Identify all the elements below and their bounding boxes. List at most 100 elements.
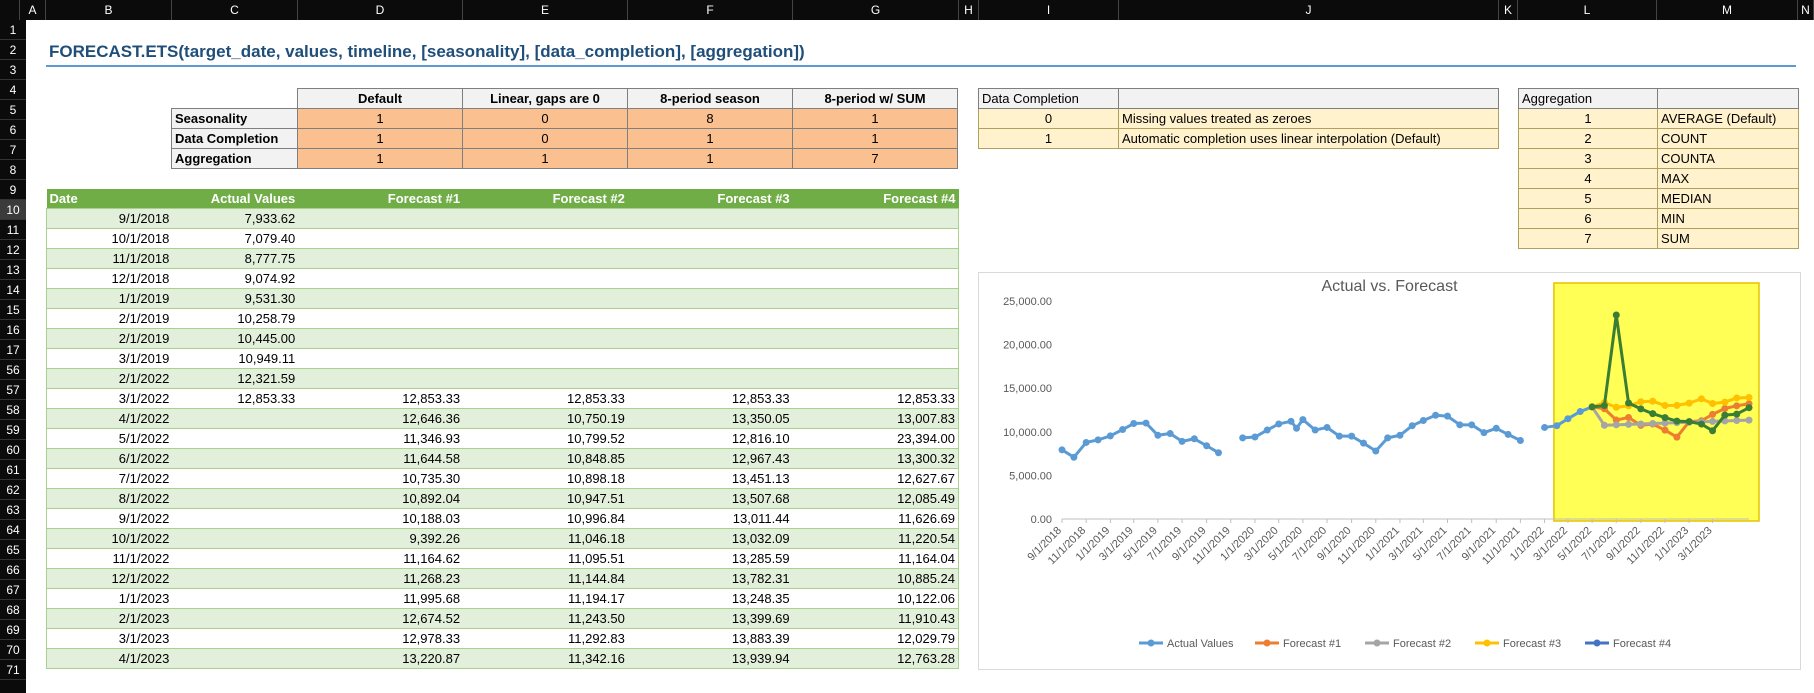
table-cell[interactable] — [298, 208, 464, 229]
table-cell[interactable]: 2/1/2019 — [46, 308, 173, 329]
table-cell[interactable] — [463, 308, 628, 329]
table-cell[interactable] — [463, 288, 628, 309]
ref-text-cell[interactable]: Automatic completion uses linear interpo… — [1118, 128, 1499, 149]
table-cell[interactable]: 13,300.32 — [792, 448, 959, 469]
table-cell[interactable]: 11,626.69 — [792, 508, 959, 529]
column-header-m[interactable]: M — [1657, 0, 1798, 20]
table-cell[interactable] — [627, 308, 793, 329]
ref-code-cell[interactable]: 5 — [1518, 188, 1658, 209]
table-cell[interactable] — [172, 508, 299, 529]
table-cell[interactable]: 12,967.43 — [627, 448, 793, 469]
row-header-2[interactable]: 2 — [0, 40, 26, 60]
table-cell[interactable] — [627, 268, 793, 289]
column-header-n[interactable]: N — [1798, 0, 1814, 20]
row-header-57[interactable]: 57 — [0, 380, 26, 400]
table-cell[interactable] — [627, 348, 793, 369]
param-cell[interactable]: 1 — [792, 128, 958, 149]
param-label[interactable]: Seasonality — [171, 108, 298, 129]
row-header-16[interactable]: 16 — [0, 320, 26, 340]
table-cell[interactable]: 11,194.17 — [463, 588, 628, 609]
table-cell[interactable] — [463, 208, 628, 229]
table-cell[interactable]: 10,898.18 — [463, 468, 628, 489]
table-cell[interactable]: 6/1/2022 — [46, 448, 173, 469]
table-cell[interactable]: 13,399.69 — [627, 608, 793, 629]
ref-code-cell[interactable]: 7 — [1518, 228, 1658, 249]
table-cell[interactable] — [627, 248, 793, 269]
table-cell[interactable]: 12,978.33 — [298, 628, 464, 649]
table-cell[interactable]: 2/1/2023 — [46, 608, 173, 629]
column-header-e[interactable]: E — [463, 0, 628, 20]
column-header-b[interactable]: B — [46, 0, 172, 20]
data-header-forecast-2[interactable]: Forecast #2 — [463, 189, 628, 209]
row-header-67[interactable]: 67 — [0, 580, 26, 600]
ref-code-cell[interactable]: 0 — [978, 108, 1119, 129]
table-cell[interactable] — [463, 248, 628, 269]
table-cell[interactable]: 10,258.79 — [172, 308, 299, 329]
ref-text-cell[interactable]: COUNT — [1657, 128, 1799, 149]
table-cell[interactable]: 11,644.58 — [298, 448, 464, 469]
ref-code-cell[interactable]: 1 — [1518, 108, 1658, 129]
table-cell[interactable]: 13,248.35 — [627, 588, 793, 609]
table-cell[interactable] — [792, 288, 959, 309]
param-header[interactable]: Linear, gaps are 0 — [462, 88, 628, 109]
table-cell[interactable]: 5/1/2022 — [46, 428, 173, 449]
table-cell[interactable]: 10,996.84 — [463, 508, 628, 529]
data-header-forecast-1[interactable]: Forecast #1 — [298, 189, 464, 209]
table-cell[interactable]: 7,933.62 — [172, 208, 299, 229]
table-cell[interactable]: 10,735.30 — [298, 468, 464, 489]
table-cell[interactable]: 10,949.11 — [172, 348, 299, 369]
param-cell[interactable]: 0 — [462, 128, 628, 149]
table-cell[interactable]: 10,885.24 — [792, 568, 959, 589]
table-cell[interactable] — [463, 268, 628, 289]
table-cell[interactable]: 8/1/2022 — [46, 488, 173, 509]
param-cell[interactable]: 1 — [297, 108, 463, 129]
table-cell[interactable]: 12,853.33 — [172, 388, 299, 409]
ref-code-cell[interactable]: 1 — [978, 128, 1119, 149]
column-header-c[interactable]: C — [172, 0, 298, 20]
param-cell[interactable]: 1 — [297, 148, 463, 169]
table-cell[interactable]: 12,763.28 — [792, 648, 959, 669]
table-cell[interactable]: 12,321.59 — [172, 368, 299, 389]
table-cell[interactable] — [627, 328, 793, 349]
column-header-l[interactable]: L — [1518, 0, 1657, 20]
table-cell[interactable]: 12/1/2022 — [46, 568, 173, 589]
row-header-61[interactable]: 61 — [0, 460, 26, 480]
data-header-actual[interactable]: Actual Values — [172, 189, 299, 209]
row-header-12[interactable]: 12 — [0, 240, 26, 260]
table-cell[interactable]: 9/1/2022 — [46, 508, 173, 529]
table-cell[interactable]: 13,939.94 — [627, 648, 793, 669]
row-header-59[interactable]: 59 — [0, 420, 26, 440]
table-cell[interactable]: 10,188.03 — [298, 508, 464, 529]
param-cell[interactable]: 1 — [792, 108, 958, 129]
table-cell[interactable]: 11,995.68 — [298, 588, 464, 609]
row-header-7[interactable]: 7 — [0, 140, 26, 160]
table-cell[interactable]: 11/1/2022 — [46, 548, 173, 569]
ref-code-cell[interactable]: 2 — [1518, 128, 1658, 149]
table-cell[interactable]: 13,782.31 — [627, 568, 793, 589]
column-header-g[interactable]: G — [793, 0, 959, 20]
table-cell[interactable]: 10,848.85 — [463, 448, 628, 469]
table-cell[interactable] — [298, 288, 464, 309]
table-cell[interactable] — [172, 548, 299, 569]
table-cell[interactable]: 9,074.92 — [172, 268, 299, 289]
row-header-60[interactable]: 60 — [0, 440, 26, 460]
table-cell[interactable] — [792, 368, 959, 389]
table-cell[interactable]: 3/1/2022 — [46, 388, 173, 409]
ref-code-cell[interactable]: 3 — [1518, 148, 1658, 169]
table-cell[interactable]: 23,394.00 — [792, 428, 959, 449]
table-cell[interactable]: 2/1/2022 — [46, 368, 173, 389]
table-cell[interactable]: 9,531.30 — [172, 288, 299, 309]
table-cell[interactable] — [463, 368, 628, 389]
table-cell[interactable] — [627, 368, 793, 389]
table-cell[interactable]: 12/1/2018 — [46, 268, 173, 289]
row-header-69[interactable]: 69 — [0, 620, 26, 640]
row-header-66[interactable]: 66 — [0, 560, 26, 580]
table-cell[interactable] — [298, 348, 464, 369]
table-cell[interactable]: 1/1/2023 — [46, 588, 173, 609]
row-header-9[interactable]: 9 — [0, 180, 26, 200]
table-cell[interactable] — [298, 268, 464, 289]
table-cell[interactable] — [298, 328, 464, 349]
column-header-f[interactable]: F — [628, 0, 793, 20]
table-cell[interactable]: 13,507.68 — [627, 488, 793, 509]
ref-text-cell[interactable]: MIN — [1657, 208, 1799, 229]
